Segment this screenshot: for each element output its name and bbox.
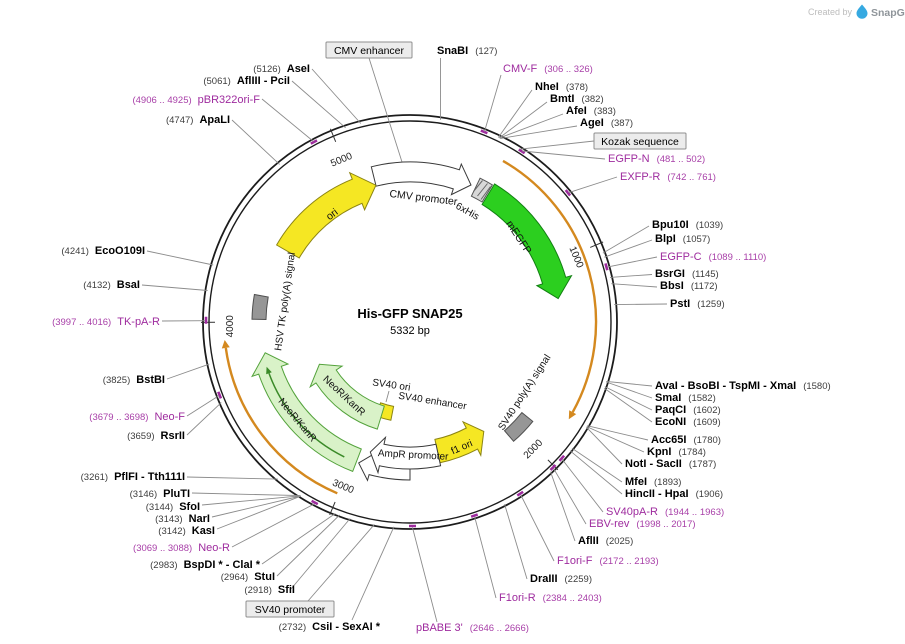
his6-hatch-lines [473, 180, 491, 200]
primer-label-cmv-f[interactable]: CMV-F (306 .. 326) [503, 63, 593, 75]
plasmid-name: His-GFP SNAP25 [357, 306, 462, 321]
snapgene-watermark: Created by SnapGene [808, 4, 905, 19]
primer-label-exfp-r[interactable]: EXFP-R (742 .. 761) [620, 171, 716, 183]
bp-tick-label-5000: 5000 [329, 151, 354, 170]
transcript-arc-left [221, 340, 338, 495]
primer-site-ticks [204, 129, 609, 528]
primer-label-neo-r[interactable]: (3069 .. 3088) Neo-R [133, 542, 230, 554]
enzyme-label-nhei[interactable]: NheI (378) [535, 81, 588, 93]
enzyme-label-apali[interactable]: (4747) ApaLI [166, 114, 230, 126]
primer-label-pbabe-3[interactable]: pBABE 3' (2646 .. 2666) [416, 622, 529, 634]
neor-kanr-outer-arrow[interactable] [251, 352, 362, 473]
primer-label-neo-f[interactable]: (3679 .. 3698) Neo-F [89, 411, 185, 423]
enzyme-label-stui[interactable]: (2964) StuI [221, 571, 275, 583]
enzyme-label-psti[interactable]: PstI (1259) [670, 298, 725, 310]
cmv-promoter-arrow[interactable] [370, 161, 472, 196]
enzyme-label-noti-sacii[interactable]: NotI - SacII (1787) [625, 458, 716, 470]
svg-text:CMV enhancer: CMV enhancer [334, 45, 405, 57]
neor-kanr-direction-arrow [266, 366, 345, 458]
sv40-polya-signal-box[interactable] [503, 411, 534, 443]
feature-label-sv40-enhancer[interactable]: SV40 enhancer [397, 391, 467, 413]
enzyme-label-bmti[interactable]: BmtI (382) [550, 93, 604, 105]
enzyme-label-bpu10i[interactable]: Bpu10I (1039) [652, 219, 723, 231]
enzyme-label-bspdi-clai[interactable]: (2983) BspDI * - ClaI * [150, 559, 261, 571]
bp-tick-label-3000: 3000 [331, 478, 356, 497]
enzyme-label-sfii[interactable]: (2918) SfiI [244, 584, 295, 596]
plasmid-size: 5332 bp [390, 325, 430, 337]
enzyme-label-mfei[interactable]: MfeI (1893) [625, 476, 681, 488]
megfp-arrow[interactable] [481, 183, 573, 300]
feature-label-ampr-promoter[interactable]: AmpR promoter [378, 448, 450, 463]
primer-label-egfp-c[interactable]: EGFP-C (1089 .. 1110) [660, 251, 766, 263]
enzyme-label-agei[interactable]: AgeI (387) [580, 117, 633, 129]
enzyme-label-acc65i[interactable]: Acc65I (1780) [651, 434, 721, 446]
ampr-promoter-arrow[interactable] [369, 435, 442, 475]
boxed-label-sv40-promoter[interactable]: SV40 promoter [245, 600, 335, 618]
enzyme-label-asei[interactable]: (5126) AseI [253, 63, 310, 75]
enzyme-label-paqci[interactable]: PaqCI (1602) [655, 404, 721, 416]
enzyme-label-bsrgi[interactable]: BsrGI (1145) [655, 268, 719, 280]
primer-label-pbr322ori-f[interactable]: (4906 .. 4925) pBR322ori-F [132, 94, 260, 106]
primer-label-f1ori-f[interactable]: F1ori-F (2172 .. 2193) [557, 555, 659, 567]
watermark-created-by: Created by [808, 7, 853, 17]
enzyme-label-econi[interactable]: EcoNI (1609) [655, 416, 721, 428]
boxed-label-kozak-sequence[interactable]: Kozak sequence [593, 132, 687, 150]
svg-text:SV40 promoter: SV40 promoter [255, 604, 326, 616]
ori-arrow[interactable] [275, 171, 377, 259]
enzyme-label-pflfi-tth111i[interactable]: (3261) PflFI - Tth111I [81, 471, 185, 483]
enzyme-label-sfoi[interactable]: (3144) SfoI [146, 501, 200, 513]
enzyme-label-snabi[interactable]: SnaBI (127) [437, 45, 497, 57]
enzyme-label-afei[interactable]: AfeI (383) [566, 105, 616, 117]
enzyme-label-bsai[interactable]: (4132) BsaI [83, 279, 140, 291]
enzyme-label-kpni[interactable]: KpnI (1784) [647, 446, 706, 458]
enzyme-label-csii-sexai[interactable]: (2732) CsiI - SexAI * [279, 621, 381, 633]
transcript-arc-right [502, 159, 598, 420]
enzyme-label-bbsi[interactable]: BbsI (1172) [660, 280, 718, 292]
enzyme-label-pluti[interactable]: (3146) PluTI [130, 488, 190, 500]
boxed-label-cmv-enhancer[interactable]: CMV enhancer [325, 41, 413, 59]
watermark-brand: SnapGene [871, 7, 905, 19]
primer-label-f1ori-r[interactable]: F1ori-R (2384 .. 2403) [499, 592, 602, 604]
enzyme-label-aflii[interactable]: AflII (2025) [578, 535, 633, 547]
enzyme-label-hincii-hpai[interactable]: HincII - HpaI (1906) [625, 488, 723, 500]
feature-label-cmv-promoter[interactable]: CMV promoter [389, 188, 459, 208]
enzyme-label-smai[interactable]: SmaI (1582) [655, 392, 716, 404]
primer-label-sv40pa-r[interactable]: SV40pA-R (1944 .. 1963) [606, 506, 724, 518]
enzyme-label-bstbi[interactable]: (3825) BstBI [103, 374, 165, 386]
primer-label-ebv-rev[interactable]: EBV-rev (1998 .. 2017) [589, 518, 696, 530]
svg-text:Kozak sequence: Kozak sequence [601, 136, 679, 148]
bp-tick-label-2000: 2000 [522, 437, 546, 461]
feature-label-sv40-ori[interactable]: SV40 ori [372, 377, 412, 393]
f1-ori-arrow[interactable] [434, 420, 485, 464]
his6-tag-box[interactable] [470, 177, 494, 203]
enzyme-label-afliii-pcii[interactable]: (5061) AflIII - PciI [203, 75, 290, 87]
enzyme-label-rsrii[interactable]: (3659) RsrII [127, 430, 185, 442]
enzyme-label-draiii[interactable]: DraIII (2259) [530, 573, 592, 585]
bp-tick-marks [200, 128, 604, 516]
primer-label-egfp-n[interactable]: EGFP-N (481 .. 502) [608, 153, 705, 165]
hsv-tk-polya-signal-box[interactable] [251, 293, 269, 321]
primer-label-tk-pa-r[interactable]: (3997 .. 4016) TK-pA-R [52, 316, 160, 328]
neor-kanr-inner-arrow[interactable] [309, 363, 385, 430]
leader-lines [141, 57, 668, 623]
enzyme-label-avai[interactable]: AvaI - BsoBI - TspMI - XmaI (1580) [655, 380, 831, 392]
enzyme-label-ecoo109i[interactable]: (4241) EcoO109I [61, 245, 145, 257]
feature-label-his6[interactable]: 6xHis [454, 201, 481, 223]
feature-label-ori[interactable]: ori [324, 206, 341, 223]
bp-tick-label-4000: 4000 [225, 315, 236, 338]
enzyme-label-blpi[interactable]: BlpI (1057) [655, 233, 710, 245]
bp-tick-label-1000: 1000 [566, 245, 585, 270]
enzyme-label-nari[interactable]: (3143) NarI [155, 513, 210, 525]
feature-label-hsv-tk-polya[interactable]: HSV TK poly(A) signal [273, 252, 298, 352]
snapgene-logo-icon [856, 4, 868, 19]
enzyme-label-kasi[interactable]: (3142) KasI [158, 525, 215, 537]
